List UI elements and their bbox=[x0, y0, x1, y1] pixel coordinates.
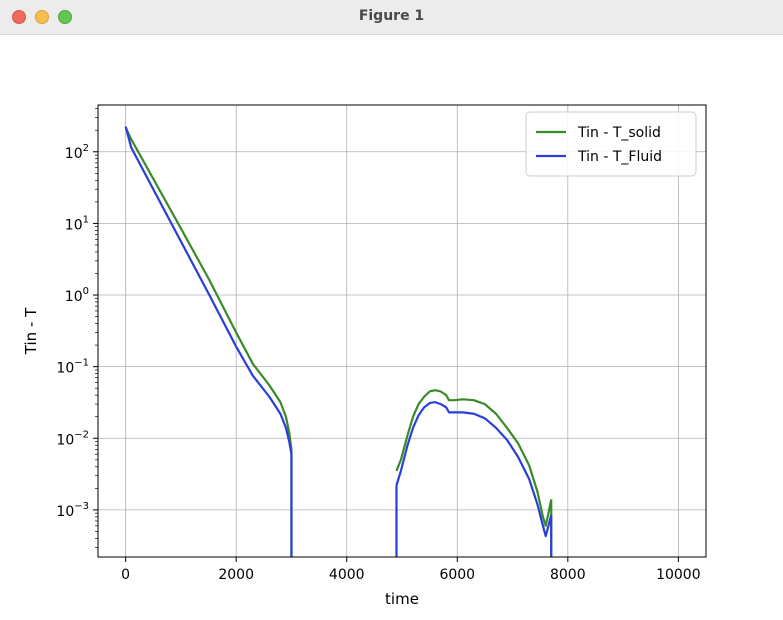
tick-layer: 0 2000 4000 6000 8000 10000 102 101 100 10−1 10−2 1… bbox=[56, 108, 701, 583]
y-tick-label: 10−3 bbox=[56, 501, 89, 520]
y-tick-label: 100 bbox=[65, 286, 89, 305]
legend-label: Tin - T_Fluid bbox=[577, 149, 662, 165]
x-tick-label: 2000 bbox=[218, 567, 254, 583]
series-line bbox=[395, 389, 553, 527]
y-tick-label: 101 bbox=[65, 214, 89, 233]
plot-frame bbox=[97, 104, 707, 558]
grid-layer bbox=[98, 105, 706, 557]
window-title: Figure 1 bbox=[358, 8, 425, 24]
x-axis-label: time bbox=[385, 590, 419, 608]
y-tick-label: 102 bbox=[65, 143, 89, 162]
series-line bbox=[124, 126, 293, 455]
line-chart: 0 2000 4000 6000 8000 10000 102 101 100 10−1 10−2 1… bbox=[22, 104, 707, 608]
series-1 bbox=[124, 126, 553, 557]
y-tick-label: 10−2 bbox=[56, 429, 89, 448]
x-tick-label: 0 bbox=[121, 567, 130, 583]
y-tick-label: 10−1 bbox=[56, 358, 89, 377]
maximize-window-button[interactable] bbox=[58, 10, 72, 24]
x-tick-label: 4000 bbox=[329, 567, 365, 583]
x-tick-label: 10000 bbox=[656, 567, 701, 583]
legend-box bbox=[525, 111, 697, 177]
close-window-button[interactable] bbox=[12, 10, 26, 24]
legend: Tin - T_solid Tin - T_Fluid bbox=[525, 111, 697, 177]
minimize-window-button[interactable] bbox=[35, 10, 49, 24]
series-line bbox=[395, 401, 553, 538]
y-axis-label: Tin - T bbox=[22, 307, 40, 355]
x-tick-label: 6000 bbox=[439, 567, 475, 583]
series-layer bbox=[124, 126, 553, 557]
legend-label: Tin - T_solid bbox=[577, 125, 661, 141]
series-0 bbox=[124, 126, 553, 557]
x-tick-label: 8000 bbox=[550, 567, 586, 583]
title-bar: Figure 1 bbox=[0, 0, 783, 35]
series-line bbox=[124, 126, 293, 450]
